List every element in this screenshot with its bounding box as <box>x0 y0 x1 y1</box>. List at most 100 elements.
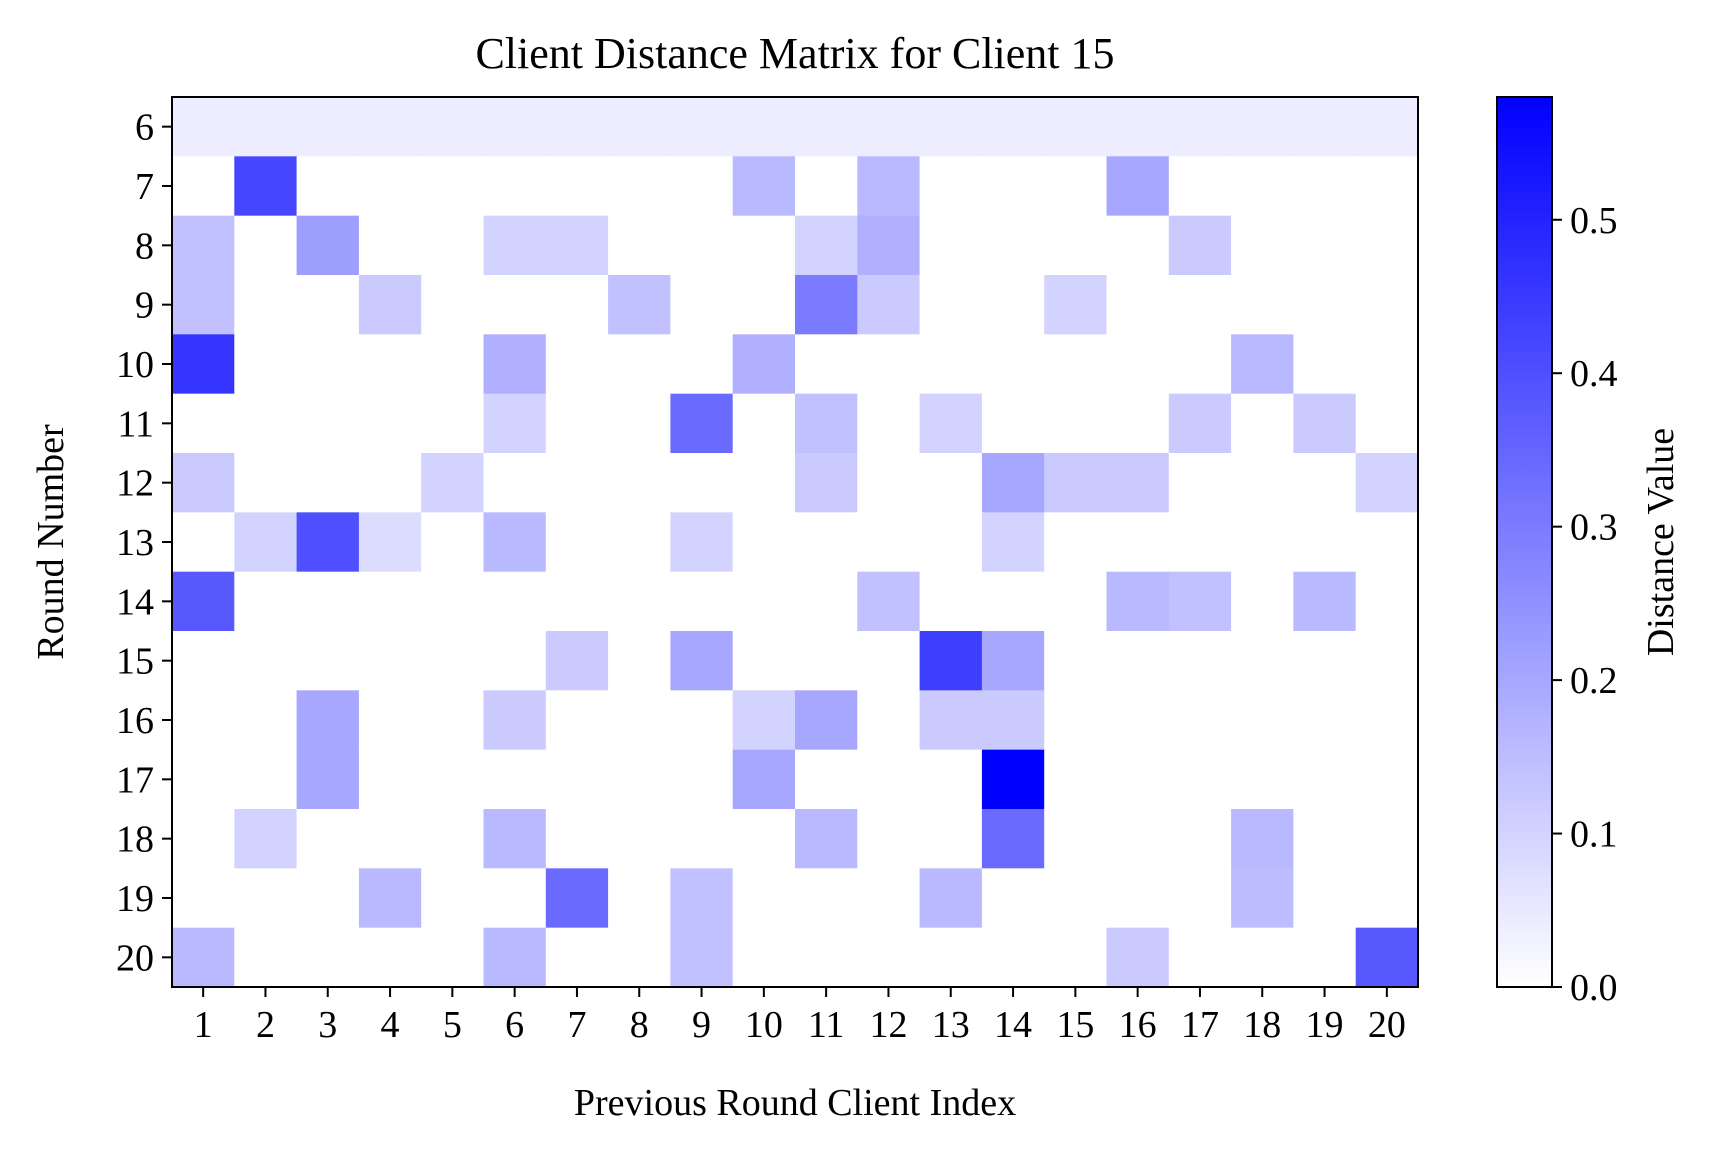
heatmap-cell <box>608 571 671 632</box>
heatmap-cell <box>732 631 796 691</box>
heatmap-cell <box>919 453 983 513</box>
heatmap-cell <box>981 334 1045 395</box>
heatmap-cell <box>795 571 858 632</box>
heatmap-cell <box>483 453 547 513</box>
heatmap-cell <box>1168 631 1232 691</box>
heatmap-cell <box>296 809 360 869</box>
heatmap-cell <box>1044 749 1108 810</box>
x-tick-label: 4 <box>381 1004 400 1046</box>
heatmap-cell <box>670 215 734 276</box>
heatmap-cell <box>1355 571 1419 632</box>
heatmap-cell <box>545 156 609 217</box>
heatmap-cell <box>732 690 796 751</box>
heatmap-cell <box>1168 393 1232 454</box>
x-tick-label: 17 <box>1181 1004 1219 1046</box>
heatmap-cell <box>172 868 235 929</box>
heatmap-cell <box>1355 631 1419 691</box>
y-tick-label: 18 <box>116 819 154 861</box>
heatmap-cell <box>1168 275 1232 335</box>
heatmap-cell <box>234 334 298 395</box>
heatmap-cell <box>1044 97 1108 157</box>
heatmap-cell <box>608 334 671 395</box>
heatmap-cell <box>483 512 547 573</box>
heatmap-cell <box>1106 393 1170 454</box>
heatmap-cell <box>483 571 547 632</box>
heatmap-cell <box>483 275 547 335</box>
heatmap-cell <box>670 631 734 691</box>
heatmap-cell <box>670 334 734 395</box>
x-tick-label: 15 <box>1056 1004 1094 1046</box>
heatmap-cell <box>919 275 983 335</box>
heatmap-cell <box>795 868 858 929</box>
heatmap-cell <box>1168 215 1232 276</box>
heatmap-cell <box>981 749 1045 810</box>
heatmap-cell <box>670 453 734 513</box>
heatmap-cell <box>608 631 671 691</box>
heatmap-cell <box>1044 690 1108 751</box>
heatmap-cell <box>732 809 796 869</box>
heatmap-cell <box>234 393 298 454</box>
heatmap-cell <box>857 215 921 276</box>
heatmap-cell <box>857 927 921 988</box>
heatmap-cell <box>981 156 1045 217</box>
heatmap-cell <box>545 690 609 751</box>
heatmap-cell <box>1293 97 1357 157</box>
heatmap-cell <box>1293 868 1357 929</box>
heatmap-cell <box>1106 156 1170 217</box>
heatmap-cell <box>483 868 547 929</box>
heatmap-cell <box>1355 453 1419 513</box>
heatmap-cell <box>1044 512 1108 573</box>
heatmap-cell <box>1106 512 1170 573</box>
heatmap-cell <box>608 809 671 869</box>
heatmap-cell <box>919 809 983 869</box>
heatmap-cell <box>857 334 921 395</box>
y-tick-label: 13 <box>116 522 154 564</box>
heatmap-cell <box>545 215 609 276</box>
heatmap-cell <box>981 927 1045 988</box>
heatmap-cell <box>795 156 858 217</box>
heatmap-cell <box>1231 868 1294 929</box>
heatmap-cell <box>981 631 1045 691</box>
heatmap-cell <box>421 215 485 276</box>
heatmap-cell <box>1168 97 1232 157</box>
heatmap-cell <box>1168 512 1232 573</box>
x-tick-label: 5 <box>443 1004 462 1046</box>
heatmap-cell <box>608 512 671 573</box>
heatmap-cell <box>1355 215 1419 276</box>
heatmap-cell <box>358 690 422 751</box>
x-tick-label: 6 <box>505 1004 524 1046</box>
heatmap-cell <box>421 690 485 751</box>
heatmap-cell <box>1106 927 1170 988</box>
heatmap-cell <box>483 927 547 988</box>
heatmap-cell <box>919 749 983 810</box>
heatmap-cell <box>1044 809 1108 869</box>
y-tick-label: 19 <box>116 878 154 920</box>
heatmap-cell <box>1168 927 1232 988</box>
x-tick-label: 11 <box>808 1004 845 1046</box>
heatmap-cell <box>857 571 921 632</box>
x-tick-label: 19 <box>1306 1004 1344 1046</box>
heatmap-cell <box>1106 868 1170 929</box>
heatmap-cell <box>1293 393 1357 454</box>
y-tick-label: 12 <box>116 463 154 505</box>
heatmap-cell <box>670 512 734 573</box>
heatmap-cell <box>608 749 671 810</box>
heatmap-cell <box>545 97 609 157</box>
heatmap-cell <box>1044 156 1108 217</box>
heatmap-cell <box>919 690 983 751</box>
heatmap-cell <box>296 631 360 691</box>
heatmap-cell <box>1044 631 1108 691</box>
heatmap-cell <box>1106 215 1170 276</box>
heatmap-cell <box>857 393 921 454</box>
heatmap-cell <box>732 275 796 335</box>
heatmap-cell <box>1044 334 1108 395</box>
heatmap-cell <box>358 631 422 691</box>
heatmap-cell <box>1231 749 1294 810</box>
x-tick-label: 9 <box>692 1004 711 1046</box>
heatmap-cell <box>1106 690 1170 751</box>
heatmap-cell <box>608 393 671 454</box>
heatmap-cell <box>670 927 734 988</box>
heatmap-cell <box>1106 631 1170 691</box>
heatmap-cell <box>1106 453 1170 513</box>
